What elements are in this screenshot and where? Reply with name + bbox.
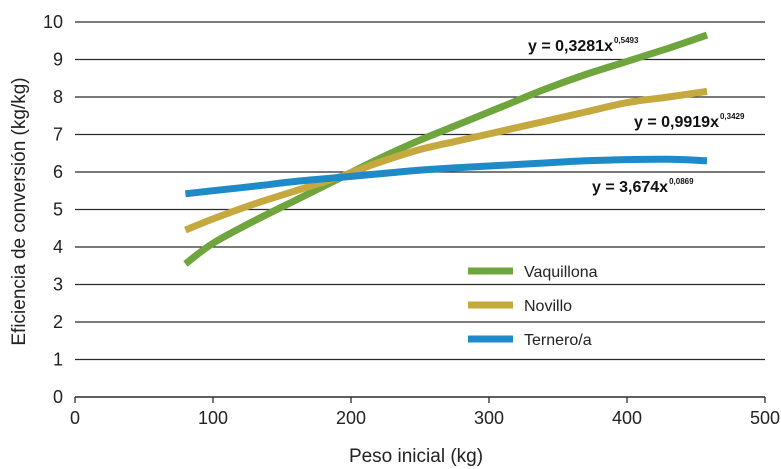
y-tick-label-4: 4	[53, 237, 63, 257]
x-tick-label-100: 100	[198, 408, 228, 428]
equation-exponent-vaquillona: 0,5493	[614, 36, 639, 45]
axes	[74, 396, 766, 403]
y-tick-label-6: 6	[53, 162, 63, 182]
x-axis-title: Peso inicial (kg)	[349, 446, 483, 467]
y-tick-label-0: 0	[53, 387, 63, 407]
legend-label-ternero-a: Ternero/a	[524, 332, 592, 349]
series-line-ternero-a	[185, 155, 708, 198]
y-tick-label-10: 10	[43, 12, 63, 32]
equation-label-ternero-a: y = 3,674x	[592, 179, 668, 196]
equation-exponent-novillo: 0,3429	[720, 112, 745, 121]
series-lines	[183, 31, 709, 267]
series-line-novillo	[184, 87, 708, 234]
x-tick-label-0: 0	[70, 408, 80, 428]
legend: Vaquillona Novillo Ternero/a	[468, 264, 598, 349]
y-tick-label-9: 9	[53, 50, 63, 70]
x-tick-label-500: 500	[750, 408, 780, 428]
equation-label-novillo: y = 0,9919x	[634, 114, 719, 131]
x-tick-label-300: 300	[474, 408, 504, 428]
equation-exponent-ternero-a: 0,0869	[669, 177, 694, 186]
y-tick-label-2: 2	[53, 312, 63, 332]
y-tick-label-5: 5	[53, 200, 63, 220]
y-tick-label-3: 3	[53, 275, 63, 295]
y-tick-label-8: 8	[53, 87, 63, 107]
x-tick-label-400: 400	[612, 408, 642, 428]
y-tick-label-7: 7	[53, 125, 63, 145]
equation-label-vaquillona: y = 0,3281x	[528, 38, 613, 55]
equations: y = 0,3281x 0,5493 y = 0,9919x 0,3429 y = 3,…	[528, 36, 745, 196]
legend-label-novillo: Novillo	[524, 298, 572, 315]
y-tick-label-1: 1	[53, 350, 63, 370]
y-axis-title: Eficiencia de conversión (kg/kg)	[9, 77, 30, 345]
legend-label-vaquillona: Vaquillona	[524, 264, 598, 281]
series-line-vaquillona	[183, 31, 709, 267]
x-tick-label-200: 200	[336, 408, 366, 428]
